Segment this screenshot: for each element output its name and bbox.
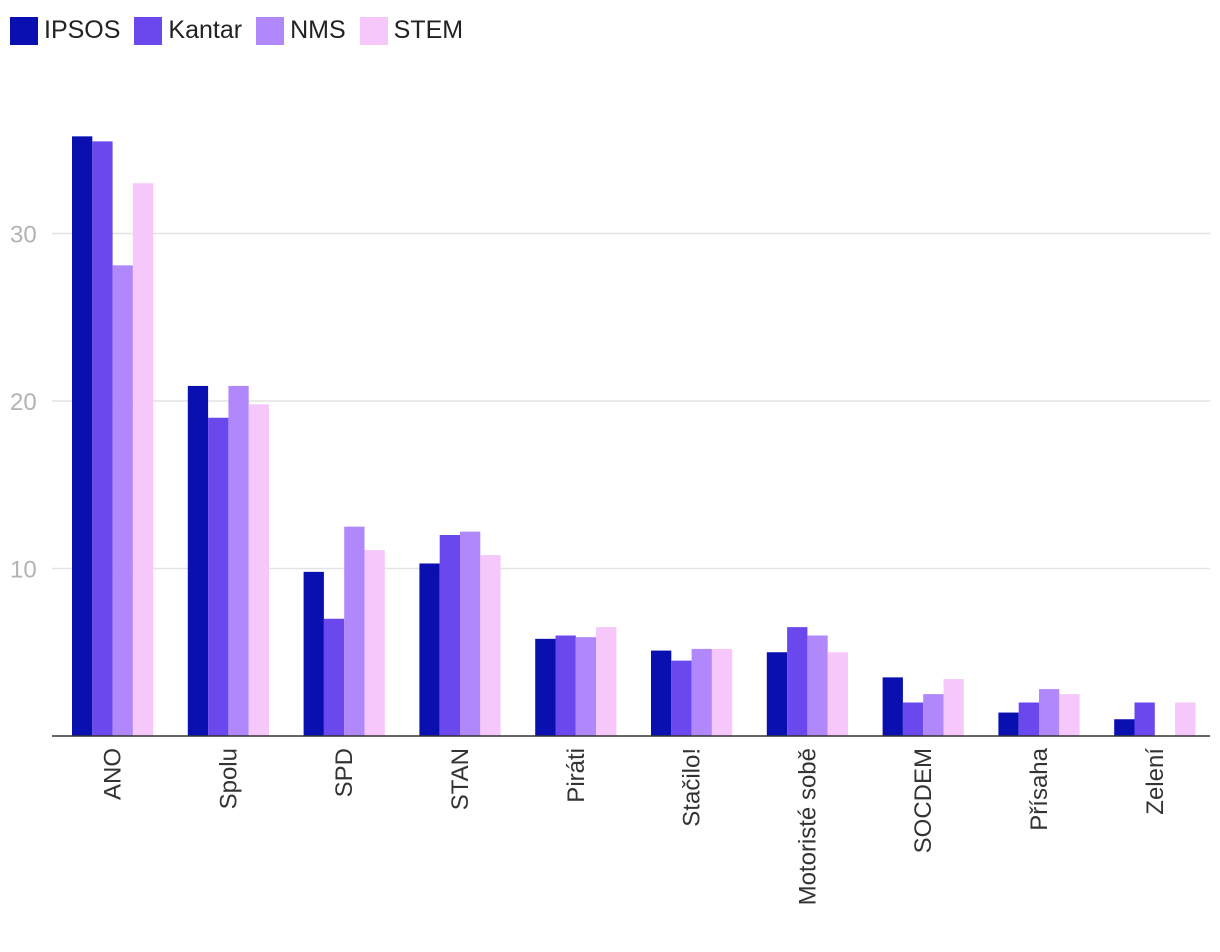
bar: [943, 679, 964, 736]
legend-label: STEM: [393, 16, 464, 44]
bar: [827, 652, 848, 736]
bar: [998, 712, 1019, 736]
legend-swatch: [10, 16, 38, 45]
bar: [364, 550, 385, 736]
x-category-label: Zelení: [1142, 748, 1169, 815]
bar: [902, 702, 924, 736]
x-category-label: STAN: [447, 748, 474, 810]
bar: [480, 555, 501, 736]
legend-swatch: [134, 16, 163, 45]
bar: [882, 677, 903, 736]
bar: [807, 635, 828, 736]
bar: [439, 535, 460, 736]
bar: [460, 531, 481, 736]
bar: [766, 652, 788, 736]
bar: [671, 660, 692, 736]
bar: [228, 385, 249, 736]
bar: [596, 627, 617, 736]
bar: [112, 265, 133, 736]
chart-legend: IPSOS Kantar NMS STEM: [10, 16, 477, 45]
legend-swatch: [256, 16, 285, 45]
legend-item: NMS: [256, 16, 346, 45]
bar: [92, 141, 113, 736]
y-tick-label: 30: [10, 222, 37, 249]
bar: [1175, 702, 1196, 736]
bar: [419, 563, 440, 736]
bar: [344, 526, 365, 736]
bar: [1039, 689, 1060, 736]
legend-label: IPSOS: [44, 16, 121, 44]
bar: [1134, 702, 1155, 736]
x-category-label: Stačilo!: [679, 748, 706, 827]
bar: [535, 638, 556, 736]
bar: [555, 635, 576, 736]
bar: [72, 136, 93, 737]
legend-item: STEM: [359, 16, 464, 45]
bar: [1018, 702, 1039, 736]
bar: [1059, 694, 1080, 736]
bar: [651, 650, 672, 736]
x-category-label: Spolu: [215, 748, 242, 809]
bar: [787, 627, 808, 736]
y-tick-label: 10: [10, 557, 37, 584]
bar: [1114, 719, 1135, 736]
bar: [187, 385, 209, 736]
x-category-label: SOCDEM: [910, 748, 937, 853]
legend-item: Kantar: [134, 16, 242, 45]
legend-label: Kantar: [168, 16, 243, 44]
x-category-label: Piráti: [563, 748, 590, 803]
bar: [248, 404, 269, 736]
legend-swatch: [359, 16, 388, 45]
bar: [208, 417, 229, 736]
x-category-label: Přísaha: [1026, 747, 1053, 830]
bar: [303, 571, 324, 736]
bar: [132, 183, 154, 736]
legend-label: NMS: [290, 16, 346, 44]
bar: [923, 694, 944, 736]
legend-item: IPSOS: [10, 16, 120, 45]
x-category-label: Motoristé sobě: [794, 748, 821, 905]
y-tick-label: 20: [10, 389, 37, 416]
bar: [691, 648, 712, 736]
x-category-label: ANO: [100, 748, 127, 800]
x-category-label: SPD: [331, 748, 358, 797]
bar: [575, 637, 597, 736]
bar: [711, 648, 733, 736]
bar: [323, 618, 345, 736]
